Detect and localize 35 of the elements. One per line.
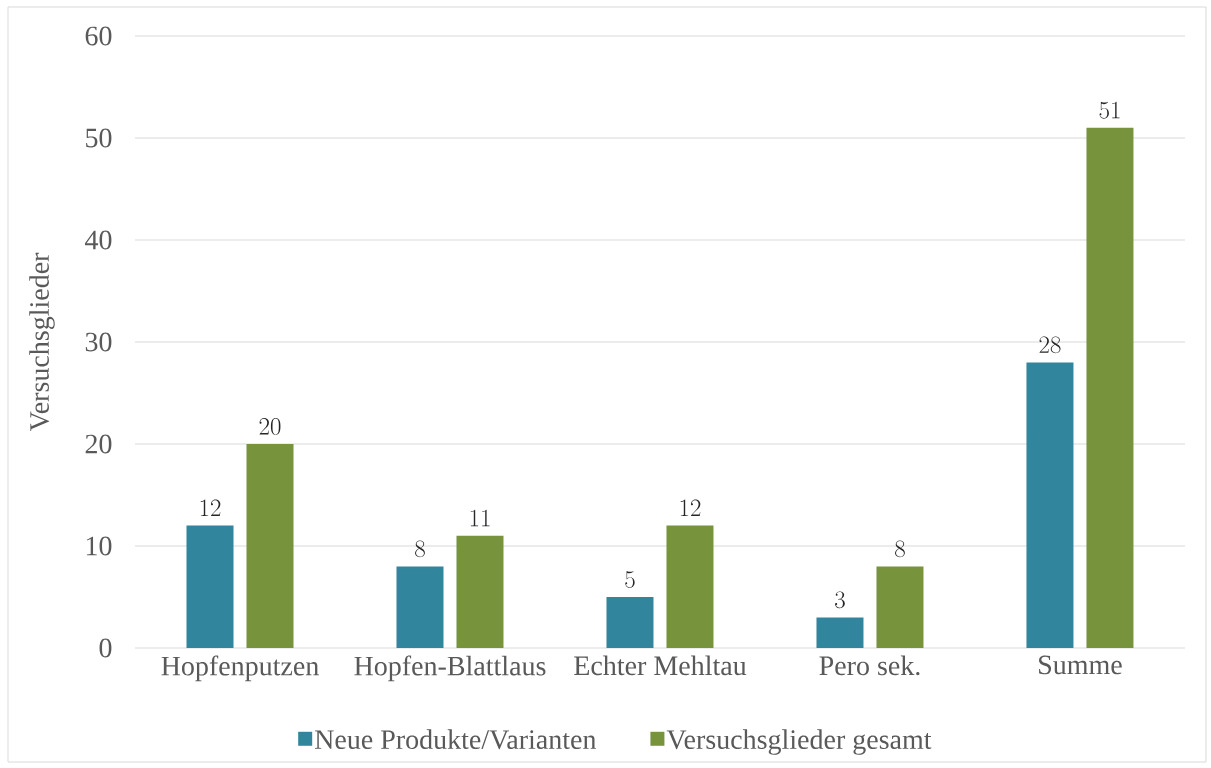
- bar: [876, 566, 924, 648]
- x-tick-label: Summe: [1039, 655, 1122, 675]
- y-tick-label: 60: [85, 26, 112, 46]
- y-tick-label: 40: [85, 230, 112, 250]
- bar: [1026, 362, 1074, 648]
- bar: [456, 535, 504, 648]
- data-label: 5: [625, 571, 635, 588]
- legend-label: Versuchsglieder gesamt: [666, 729, 932, 755]
- y-tick-label: 50: [86, 128, 112, 148]
- data-label: 28: [1039, 336, 1061, 354]
- bar: [186, 525, 234, 648]
- y-tick-label: 0: [99, 638, 112, 658]
- x-tick-label: Echter Mehltau: [574, 655, 747, 676]
- bar: [666, 525, 714, 648]
- x-tick-label: Hopfenputzen: [161, 655, 319, 682]
- data-label: 12: [200, 499, 221, 517]
- y-tick-label: 30: [85, 332, 112, 352]
- bar: [396, 566, 444, 648]
- y-tick-label: 10: [86, 536, 112, 556]
- x-tick-label: Pero sek.: [819, 655, 920, 676]
- x-tick-label: Hopfen-Blattlaus: [354, 655, 546, 682]
- y-tick-label: 20: [85, 434, 112, 454]
- data-label: 8: [895, 540, 905, 558]
- data-label: 8: [415, 540, 425, 558]
- bar: [816, 617, 864, 648]
- data-label: 12: [680, 499, 701, 517]
- data-label: 3: [835, 591, 845, 609]
- data-label: 20: [259, 418, 281, 435]
- legend-label: Neue Produkte/Varianten: [314, 729, 597, 750]
- data-label: 11: [470, 509, 490, 527]
- bar: [1086, 127, 1134, 648]
- bar: [246, 443, 294, 648]
- bar: [606, 596, 654, 648]
- data-label: 51: [1099, 101, 1120, 119]
- y-axis-title: Versuchsglieder: [29, 252, 55, 432]
